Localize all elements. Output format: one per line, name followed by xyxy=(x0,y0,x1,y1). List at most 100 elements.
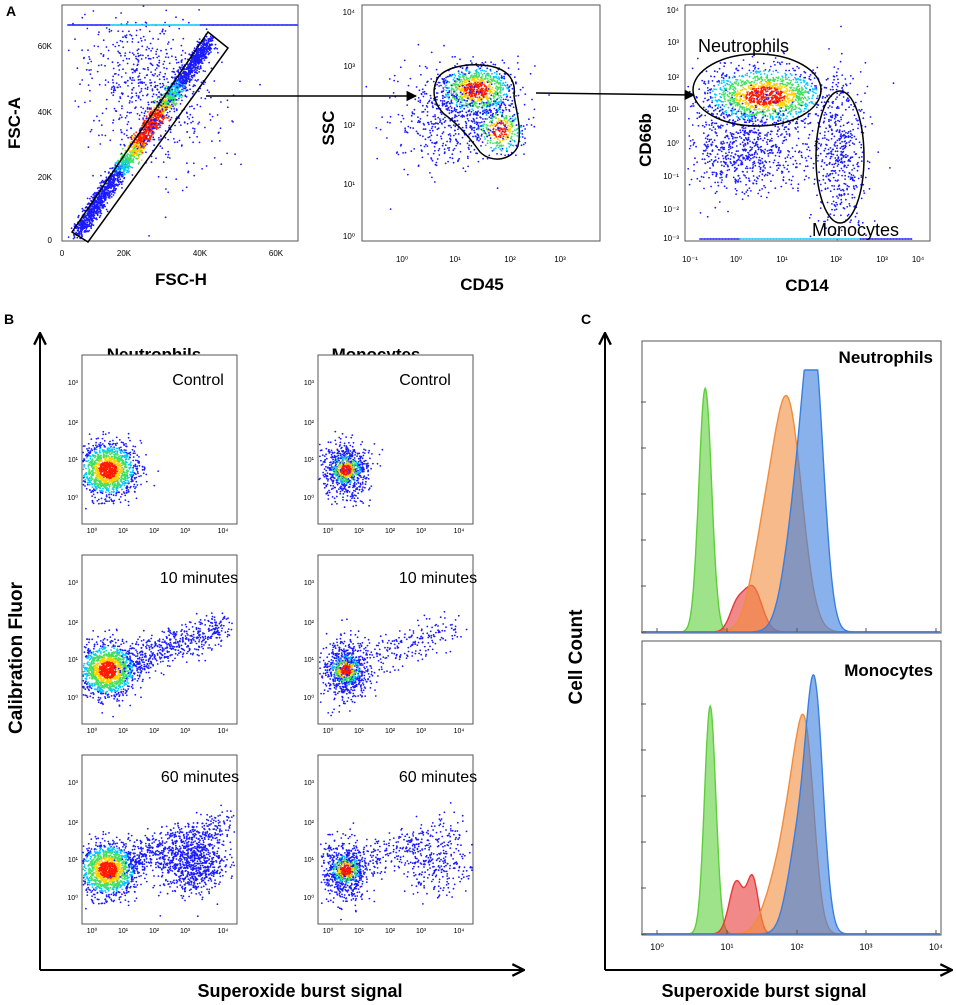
scatter-dot xyxy=(192,90,195,93)
scatter-dot xyxy=(196,56,199,58)
scatter-dot xyxy=(143,81,146,84)
scatter-dot xyxy=(140,90,143,92)
scatter-dot xyxy=(471,105,474,107)
scatter-dot xyxy=(439,118,441,120)
scatter-dot xyxy=(105,176,108,179)
scatter-dot xyxy=(520,126,522,129)
scatter-dot xyxy=(463,86,466,89)
scatter-dot xyxy=(466,103,469,105)
scatter-dot xyxy=(195,80,198,82)
scatter-dot xyxy=(437,73,439,76)
scatter-dot xyxy=(477,85,480,88)
scatter-dot xyxy=(496,70,498,73)
scatter-dot xyxy=(471,85,474,87)
scatter-dot xyxy=(84,223,86,226)
scatter-dot xyxy=(516,135,519,137)
scatter-dot xyxy=(505,93,508,96)
scatter-dot xyxy=(461,110,464,113)
scatter-dot xyxy=(448,96,450,99)
scatter-dot xyxy=(108,171,110,174)
scatter-dot xyxy=(444,105,447,108)
scatter-dot xyxy=(84,101,86,104)
scatter-dot xyxy=(491,131,494,133)
scatter-dot xyxy=(438,154,441,156)
scatter-dot xyxy=(157,106,160,109)
scatter-dot xyxy=(156,84,159,87)
scatter-dot xyxy=(162,63,165,65)
scatter-dot xyxy=(192,85,195,88)
scatter-dot xyxy=(144,57,147,59)
scatter-dot xyxy=(101,205,103,207)
scatter-dot xyxy=(164,21,167,24)
scatter-dot xyxy=(136,69,138,72)
scatter-dot xyxy=(194,55,197,57)
scatter-dot xyxy=(191,71,194,74)
scatter-dot xyxy=(520,130,523,133)
scatter-dot xyxy=(504,125,506,128)
scatter-dot xyxy=(166,116,168,119)
scatter-dot xyxy=(168,62,171,65)
scatter-dot xyxy=(155,157,157,160)
scatter-dot xyxy=(199,65,202,68)
scatter-dot xyxy=(417,97,420,99)
scatter-dot xyxy=(181,79,184,82)
scatter-dot xyxy=(453,147,456,150)
scatter-dot xyxy=(120,76,123,78)
scatter-dot xyxy=(154,99,156,102)
scatter-dot xyxy=(173,141,176,144)
scatter-dot xyxy=(130,160,133,163)
scatter-dot xyxy=(178,97,180,100)
scatter-dot xyxy=(401,114,404,117)
scatter-dot xyxy=(80,225,82,228)
scatter-dot xyxy=(110,177,113,179)
scatter-dot xyxy=(181,90,183,93)
scatter-dot xyxy=(114,89,117,92)
scatter-dot xyxy=(120,116,123,119)
scatter-dot xyxy=(117,179,120,182)
scatter-dot xyxy=(192,120,194,123)
scatter-dot xyxy=(502,88,504,91)
scatter-dot xyxy=(477,87,480,90)
scatter-dot xyxy=(135,29,138,32)
scatter-dot xyxy=(423,90,426,93)
scatter-dot xyxy=(111,79,114,81)
scatter-dot xyxy=(166,106,168,109)
scatter-dot xyxy=(153,144,156,147)
scatter-dot xyxy=(449,135,452,137)
scatter-dot xyxy=(152,93,155,96)
scatter-dot xyxy=(496,89,499,91)
scatter-dot xyxy=(96,115,98,118)
scatter-dot xyxy=(148,30,151,33)
scatter-dot xyxy=(131,52,134,54)
scatter-dot xyxy=(118,84,120,86)
scatter-dot xyxy=(465,124,468,127)
scatter-dot xyxy=(410,114,413,117)
scatter-dot xyxy=(488,84,491,87)
scatter-dot xyxy=(510,143,512,146)
scatter-dot xyxy=(169,110,171,113)
scatter-dot xyxy=(94,217,97,220)
scatter-dot xyxy=(126,79,129,82)
scatter-dot xyxy=(89,130,92,133)
scatter-dot xyxy=(436,134,439,137)
scatter-dot xyxy=(104,198,107,201)
scatter-dot xyxy=(418,65,421,67)
scatter-dot xyxy=(234,153,237,156)
scatter-dot xyxy=(519,88,522,91)
scatter-dot xyxy=(167,81,170,84)
scatter-dot xyxy=(150,119,153,122)
scatter-dot xyxy=(81,49,83,52)
scatter-dot xyxy=(86,27,89,30)
scatter-dot xyxy=(160,135,162,138)
scatter-dot xyxy=(153,127,156,129)
scatter-dot xyxy=(187,65,189,68)
scatter-dot xyxy=(79,83,81,86)
scatter-dot xyxy=(142,131,145,134)
scatter-dot xyxy=(118,176,121,178)
scatter-dot xyxy=(463,95,466,98)
scatter-dot xyxy=(495,145,498,147)
scatter-dot xyxy=(144,119,146,122)
scatter-dot xyxy=(78,231,80,233)
scatter-dot xyxy=(164,72,167,75)
scatter-dot xyxy=(92,212,95,214)
